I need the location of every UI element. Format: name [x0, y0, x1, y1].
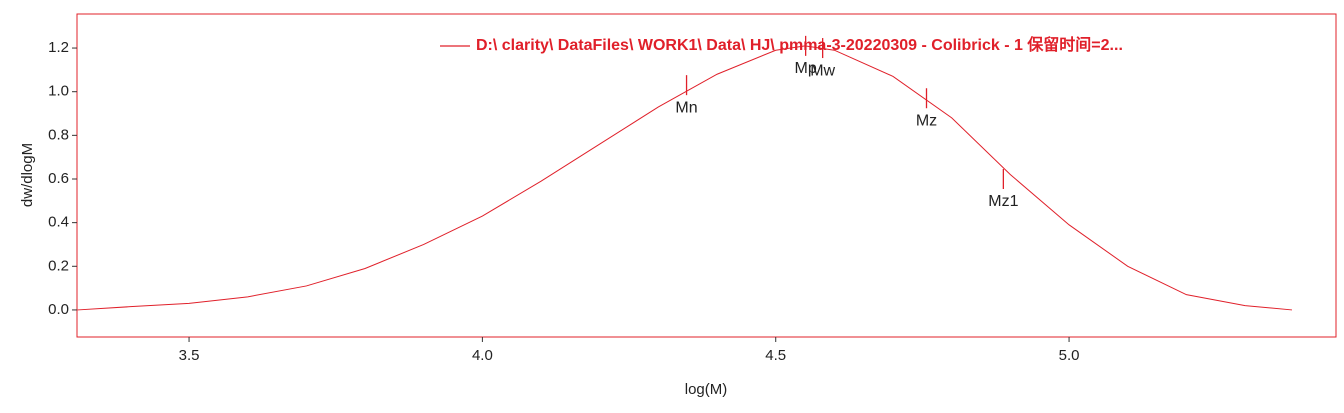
x-axis-label: log(M) — [685, 381, 728, 398]
y-tick-label: 0.8 — [48, 126, 69, 143]
y-tick-label: 0.6 — [48, 170, 69, 187]
y-tick-label: 1.0 — [48, 83, 69, 100]
x-tick-label: 4.5 — [765, 347, 786, 364]
marker-label: Mz1 — [988, 193, 1018, 210]
legend-text: D:\ clarity\ DataFiles\ WORK1\ Data\ HJ\… — [476, 35, 1123, 54]
marker-label: Mp — [795, 60, 817, 77]
y-tick-label: 1.2 — [48, 39, 69, 56]
x-tick-label: 4.0 — [472, 347, 493, 364]
x-tick-label: 3.5 — [179, 347, 200, 364]
marker-label: Mn — [675, 99, 697, 116]
y-tick-label: 0.2 — [48, 257, 69, 274]
x-tick-label: 5.0 — [1059, 347, 1080, 364]
plot-frame — [76, 13, 1337, 338]
y-axis-label: dw/dlogM — [19, 143, 36, 207]
marker-label: Mw — [810, 62, 835, 79]
curve — [77, 45, 1293, 311]
y-tick-label: 0.4 — [48, 214, 69, 231]
marker-label: Mz — [916, 112, 937, 129]
y-tick-label: 0.0 — [48, 301, 69, 318]
